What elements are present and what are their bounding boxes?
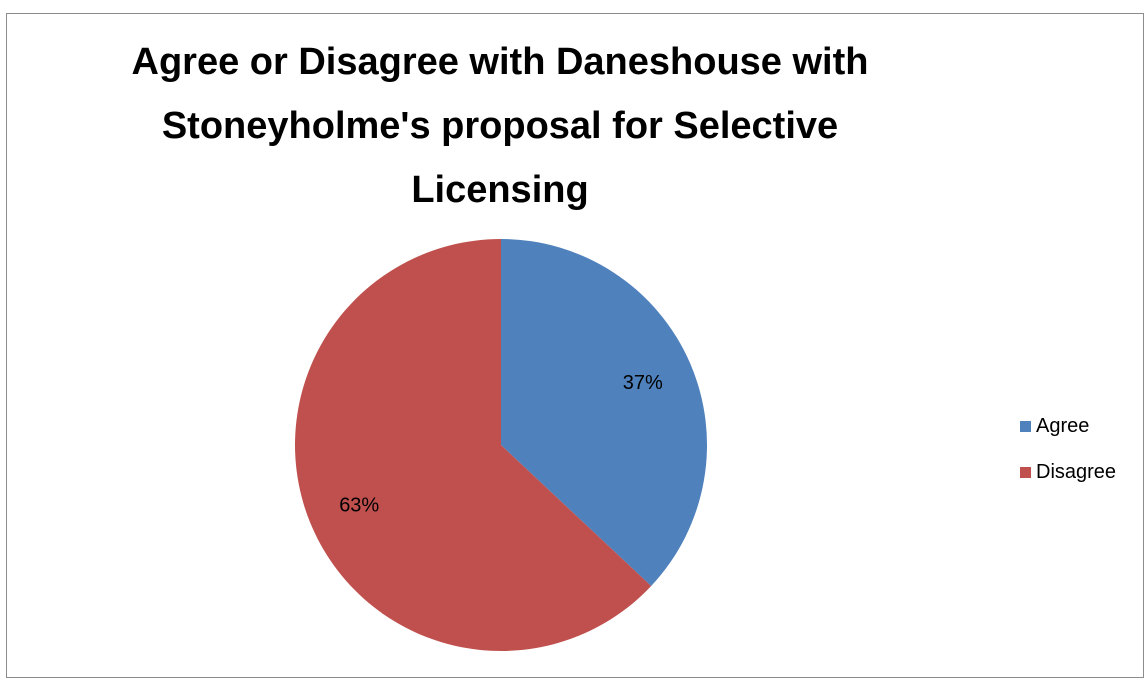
- legend-label-disagree: Disagree: [1036, 460, 1117, 483]
- legend-label-agree: Agree: [1036, 414, 1090, 437]
- data-label-agree: 37%: [623, 372, 663, 394]
- legend-item-agree: Agree: [1020, 414, 1142, 438]
- pie-slice-disagree: [294, 239, 652, 651]
- data-label-disagree: 63%: [339, 495, 379, 517]
- chart-title: Agree or Disagree with Daneshouse with S…: [131, 41, 869, 211]
- legend-swatch-agree: [1020, 420, 1031, 432]
- pie-slice-agree: [501, 239, 707, 587]
- legend-item-disagree: Disagree: [1020, 460, 1142, 484]
- legend-swatch-disagree: [1020, 466, 1031, 478]
- legend: Agree Disagree: [1020, 414, 1142, 506]
